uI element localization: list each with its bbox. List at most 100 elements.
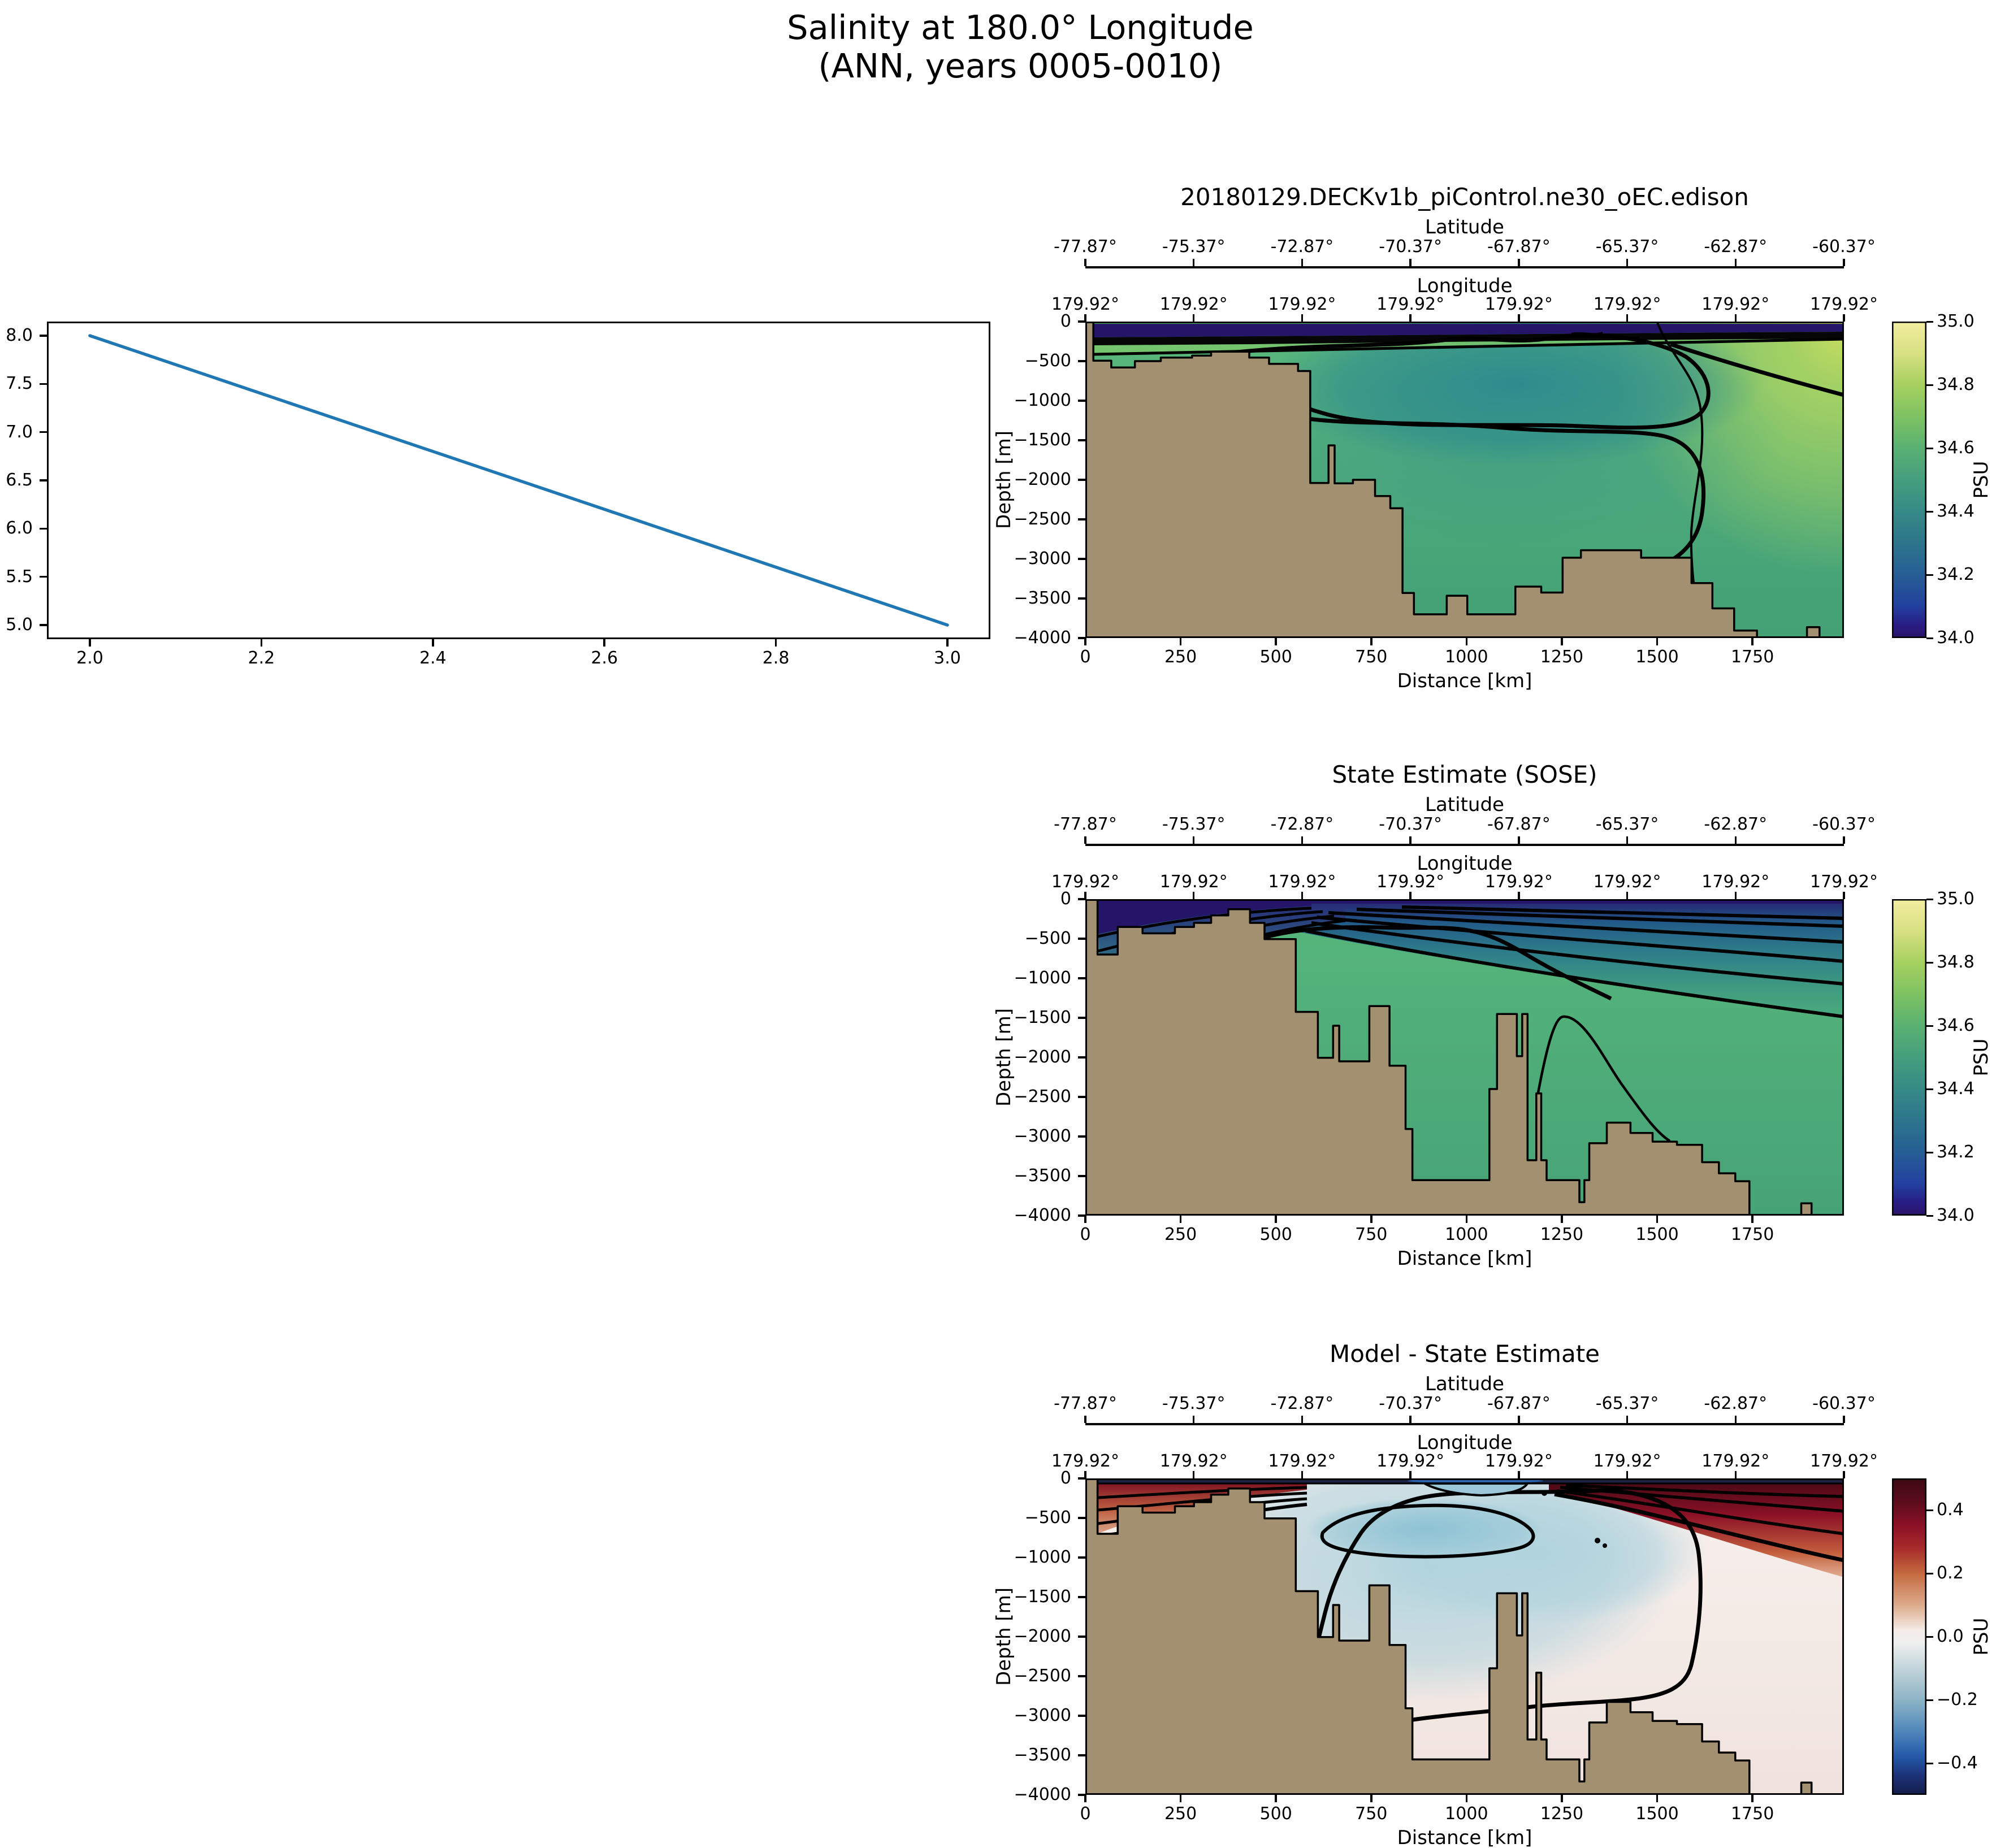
- lineplot-x-tick-label: 3.0: [934, 648, 961, 668]
- lat-tick-label: -67.87°: [1487, 1394, 1551, 1413]
- lineplot-y-tick-label: 8.0: [6, 326, 33, 345]
- lat-tick-label: -75.37°: [1162, 814, 1226, 834]
- lat-tick-label: -72.87°: [1270, 1394, 1334, 1413]
- lon-tick-label: 179.92°: [1268, 294, 1336, 314]
- lon-tick-mark: [1084, 314, 1086, 322]
- depth-tick-label: 0: [1060, 311, 1071, 331]
- colorbar-unit-label: PSU: [1970, 1617, 1993, 1656]
- colorbar-tick-label: 34.8: [1937, 375, 1975, 394]
- depth-tick-label: −3000: [1014, 1706, 1071, 1725]
- distance-tick-label: 1500: [1635, 647, 1679, 667]
- lon-tick-mark: [1626, 314, 1629, 322]
- distance-tick-label: 0: [1080, 647, 1091, 667]
- lat-tick-label: -60.37°: [1812, 814, 1876, 834]
- lon-tick-mark: [1084, 1471, 1086, 1478]
- lon-tick-label: 179.92°: [1051, 1451, 1119, 1471]
- lat-tick-mark: [1409, 1416, 1412, 1423]
- lineplot-x-tick-mark: [260, 639, 263, 647]
- lon-tick-label: 179.92°: [1051, 872, 1119, 892]
- colorbar-tick-mark: [1926, 510, 1933, 513]
- distance-tick-label: 1500: [1635, 1225, 1679, 1244]
- colorbar-tick-label: 0.4: [1937, 1500, 1964, 1520]
- lon-tick-mark: [1843, 892, 1845, 899]
- depth-tick-mark: [1078, 479, 1085, 481]
- distance-tick-mark: [1370, 1795, 1372, 1802]
- lon-tick-label: 179.92°: [1376, 872, 1445, 892]
- lat-tick-mark: [1192, 836, 1195, 844]
- lon-tick-label: 179.92°: [1376, 1451, 1445, 1471]
- lineplot-y-tick-label: 5.0: [6, 615, 33, 635]
- depth-tick-mark: [1078, 320, 1085, 323]
- colorbar-tick-mark: [1926, 1699, 1933, 1701]
- colorbar-unit-label: PSU: [1970, 461, 1993, 499]
- depth-tick-label: −4000: [1014, 628, 1071, 648]
- lon-tick-mark: [1409, 892, 1412, 899]
- colorbar-tick-label: 0.0: [1937, 1626, 1964, 1646]
- depth-tick-mark: [1078, 518, 1085, 520]
- depth-tick-mark: [1078, 1056, 1085, 1059]
- depth-tick-label: −500: [1024, 351, 1071, 371]
- depth-tick-mark: [1078, 1175, 1085, 1177]
- colorbar-tick-label: −0.2: [1937, 1690, 1978, 1710]
- panel-title: Model - State Estimate: [1330, 1340, 1600, 1368]
- distance-tick-mark: [1465, 1216, 1468, 1223]
- distance-tick-label: 500: [1259, 1225, 1292, 1244]
- colorbar-tick-mark: [1926, 637, 1933, 639]
- lineplot-x-tick-label: 2.4: [419, 648, 447, 668]
- depth-tick-mark: [1078, 360, 1085, 362]
- lon-tick-label: 179.92°: [1051, 294, 1119, 314]
- depth-tick-mark: [1078, 1794, 1085, 1796]
- lon-tick-label: 179.92°: [1484, 1451, 1553, 1471]
- line-series: [88, 334, 949, 627]
- lon-tick-mark: [1518, 892, 1520, 899]
- depth-tick-label: 0: [1060, 1468, 1071, 1488]
- depth-tick-label: −1500: [1014, 430, 1071, 450]
- colorbar-model: [1892, 322, 1926, 638]
- lat-tick-mark: [1409, 259, 1412, 266]
- x-axis-label: Distance [km]: [1397, 670, 1532, 692]
- lon-tick-mark: [1734, 314, 1737, 322]
- lat-tick-label: -70.37°: [1379, 237, 1442, 257]
- lat-axis-line: [1085, 1423, 1844, 1425]
- lat-tick-label: -72.87°: [1270, 237, 1334, 257]
- colorbar-tick-label: 34.4: [1937, 501, 1975, 521]
- depth-tick-label: −2500: [1014, 1666, 1071, 1686]
- x-axis-label: Distance [km]: [1397, 1827, 1532, 1848]
- lat-tick-mark: [1626, 836, 1629, 844]
- section-plot-model: [1085, 322, 1844, 638]
- lat-tick-label: -65.37°: [1595, 1394, 1659, 1413]
- lon-tick-mark: [1192, 314, 1195, 322]
- lineplot-y-tick-label: 7.0: [6, 422, 33, 442]
- colorbar-tick-label: 34.0: [1937, 1205, 1975, 1225]
- depth-tick-label: −3500: [1014, 1745, 1071, 1765]
- distance-tick-mark: [1179, 638, 1182, 645]
- distance-tick-label: 1500: [1635, 1804, 1679, 1824]
- distance-tick-label: 1750: [1730, 1804, 1774, 1824]
- lon-tick-mark: [1192, 1471, 1195, 1478]
- lon-tick-label: 179.92°: [1159, 294, 1228, 314]
- lon-tick-mark: [1626, 892, 1629, 899]
- distance-tick-mark: [1656, 1795, 1659, 1802]
- colorbar-tick-label: −0.4: [1937, 1753, 1978, 1773]
- colorbar-tick-label: 35.0: [1937, 311, 1975, 331]
- colorbar-tick-label: 34.4: [1937, 1079, 1975, 1099]
- lon-tick-mark: [1409, 314, 1412, 322]
- distance-tick-label: 1750: [1730, 1225, 1774, 1244]
- colorbar-tick-label: 34.6: [1937, 1016, 1975, 1035]
- distance-tick-mark: [1465, 1795, 1468, 1802]
- lat-tick-mark: [1518, 259, 1520, 266]
- colorbar-tick-label: 34.2: [1937, 565, 1975, 584]
- depth-tick-label: −2500: [1014, 509, 1071, 529]
- x-axis-label: Distance [km]: [1397, 1247, 1532, 1270]
- distance-tick-label: 1250: [1540, 1804, 1584, 1824]
- lat-tick-mark: [1301, 1416, 1304, 1423]
- lat-tick-mark: [1734, 836, 1737, 844]
- y-axis-label: Depth [m]: [993, 1008, 1015, 1107]
- depth-tick-label: −4000: [1014, 1785, 1071, 1804]
- figure-title-line2: (ANN, years 0005-0010): [818, 46, 1223, 85]
- depth-tick-mark: [1078, 597, 1085, 600]
- lat-tick-label: -75.37°: [1162, 1394, 1226, 1413]
- distance-tick-mark: [1370, 1216, 1372, 1223]
- depth-tick-mark: [1078, 1096, 1085, 1098]
- lon-tick-mark: [1084, 892, 1086, 899]
